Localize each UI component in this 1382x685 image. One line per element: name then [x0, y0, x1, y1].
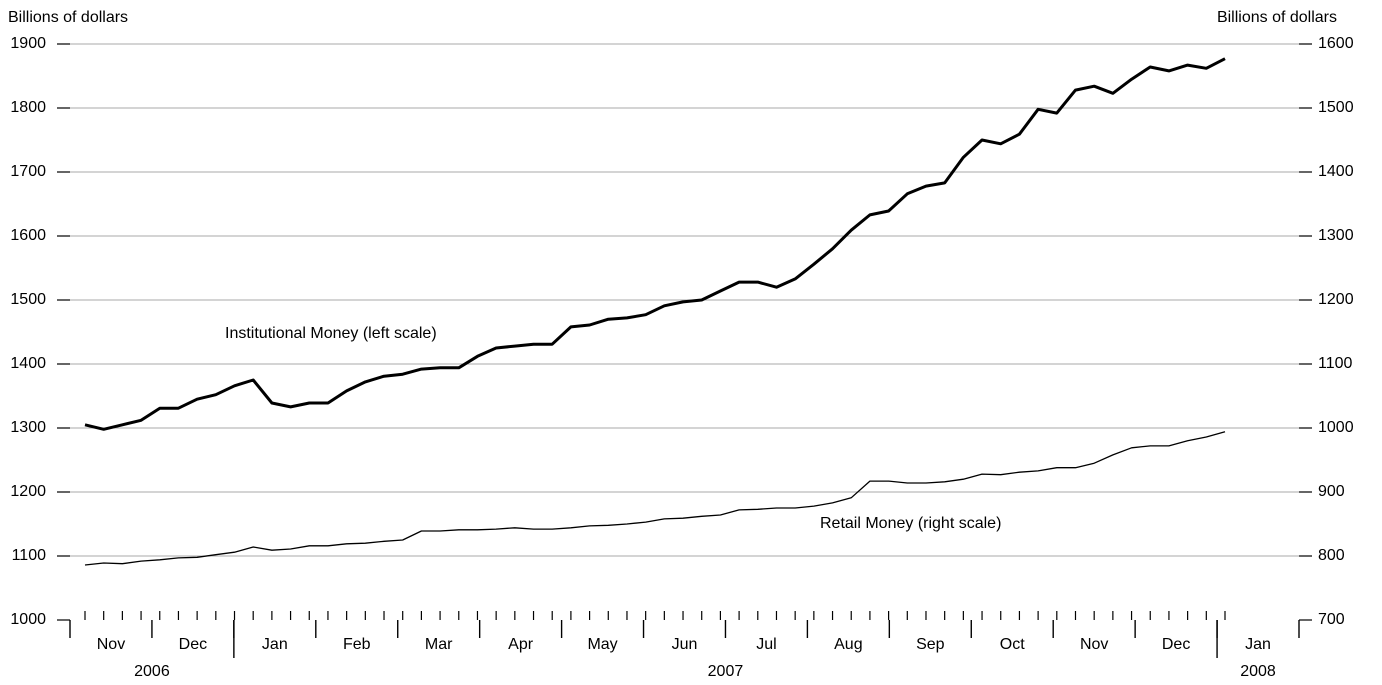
x-tick-label: Jun: [672, 636, 698, 653]
y-tick-label: 1500: [10, 291, 46, 308]
y-tick-label: 1300: [10, 419, 46, 436]
x-tick-label: Aug: [834, 636, 862, 653]
y-tick-label: 1900: [10, 35, 46, 52]
series-label: Institutional Money (left scale): [225, 325, 437, 342]
x-tick-label: May: [587, 636, 617, 653]
x-tick-label: Nov: [1080, 636, 1108, 653]
x-tick-label: Feb: [343, 636, 371, 653]
x-tick-label: Jul: [756, 636, 776, 653]
y-tick-label: 1100: [12, 547, 47, 564]
x-tick-label: Sep: [916, 636, 945, 653]
series-line: [84, 431, 1226, 566]
y-tick-label: 1700: [10, 163, 46, 180]
x-tick-label: Jan: [1245, 636, 1271, 653]
y2-tick-label: 1200: [1318, 291, 1354, 308]
series-label: Retail Money (right scale): [820, 515, 1001, 532]
y2-tick-label: 900: [1318, 483, 1345, 500]
year-label: 2007: [708, 663, 744, 680]
x-tick-label: Oct: [1000, 636, 1025, 653]
y2-tick-label: 800: [1318, 547, 1345, 564]
y-tick-label: 1600: [10, 227, 46, 244]
x-tick-label: Dec: [1162, 636, 1190, 653]
y-tick-label: 1000: [10, 611, 46, 628]
y2-tick-label: 1100: [1318, 355, 1353, 372]
y-tick-label: 1200: [10, 483, 46, 500]
y2-tick-label: 1300: [1318, 227, 1354, 244]
series-line: [84, 57, 1226, 431]
x-tick-label: Dec: [179, 636, 207, 653]
y2-tick-label: 700: [1318, 611, 1345, 628]
y-tick-label: 1400: [10, 355, 46, 372]
x-tick-label: Nov: [97, 636, 125, 653]
y-axis-label: Billions of dollars: [8, 9, 128, 26]
y2-tick-label: 1600: [1318, 35, 1354, 52]
x-tick-label: Apr: [508, 636, 534, 653]
year-label: 2006: [134, 663, 170, 680]
year-label: 2008: [1240, 663, 1276, 680]
x-tick-label: Jan: [262, 636, 288, 653]
y2-tick-label: 1500: [1318, 99, 1354, 116]
x-tick-label: Mar: [425, 636, 453, 653]
y2-axis-label: Billions of dollars: [1217, 9, 1337, 26]
y2-tick-label: 1000: [1318, 419, 1354, 436]
y2-tick-label: 1400: [1318, 163, 1354, 180]
y-tick-label: 1800: [10, 99, 46, 116]
